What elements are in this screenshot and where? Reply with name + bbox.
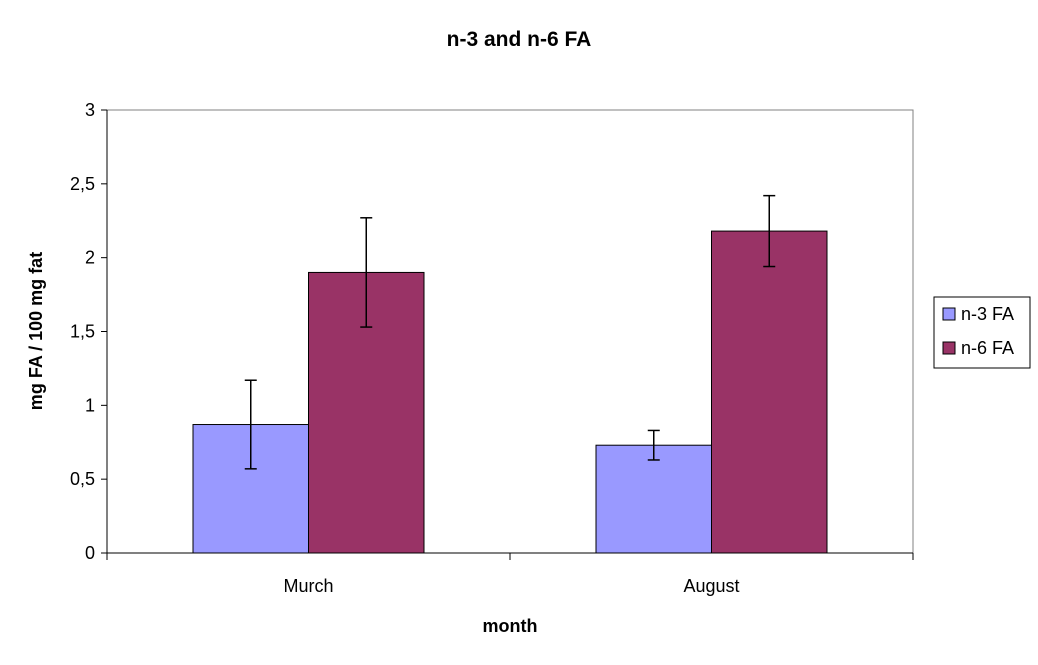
- legend-swatch: [942, 307, 956, 321]
- bar-n-3-fa-august: [595, 444, 712, 554]
- legend-swatch: [942, 341, 956, 355]
- x-axis-title: month: [483, 616, 538, 636]
- error-bar: [244, 379, 257, 470]
- y-tick-label: 1,5: [70, 322, 95, 342]
- x-tick-label: Murch: [283, 576, 333, 596]
- error-bars: [244, 194, 776, 470]
- y-tick-label: 0,5: [70, 469, 95, 489]
- y-tick-label: 3: [85, 100, 95, 120]
- error-bar: [360, 217, 373, 328]
- bar-n-6-fa-august: [711, 230, 828, 554]
- legend-label: n-3 FA: [961, 304, 1014, 324]
- y-axis-title: mg FA / 100 mg fat: [26, 252, 46, 410]
- x-axis-ticks: Murch August: [106, 553, 914, 596]
- legend: n-3 FA n-6 FA: [933, 296, 1031, 369]
- error-bar: [647, 429, 660, 461]
- y-tick-label: 2,5: [70, 174, 95, 194]
- y-tick-label: 1: [85, 395, 95, 415]
- chart-title: n-3 and n-6 FA: [447, 28, 592, 51]
- error-bar: [763, 194, 776, 268]
- x-tick-label: August: [683, 576, 739, 596]
- y-tick-label: 0: [85, 543, 95, 563]
- y-tick-label: 2: [85, 248, 95, 268]
- legend-label: n-6 FA: [961, 338, 1014, 358]
- y-axis-ticks: 0 0,5 1 1,5 2 2,5 3: [70, 100, 107, 563]
